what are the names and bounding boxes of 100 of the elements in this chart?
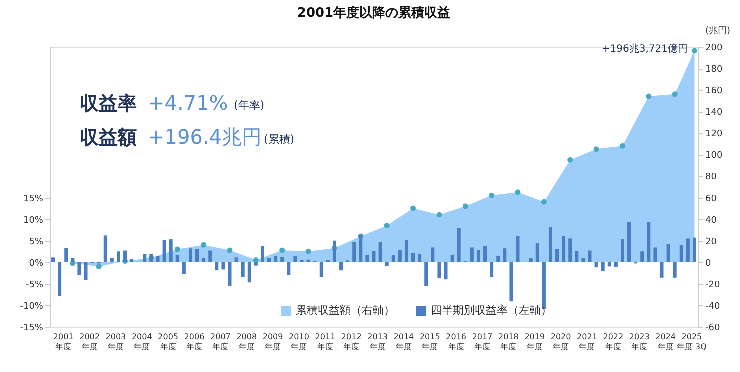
bar [476,250,480,262]
x-tick-label: 2011 年度 [315,332,336,352]
bar [116,252,120,262]
bar [628,222,632,262]
x-tick-label: 2019 年度 [524,332,546,352]
annotation: (累積) [264,133,295,146]
bar [660,262,664,278]
bar [529,258,533,262]
x-tick-label: 2013 年度 [368,332,388,352]
bar [556,249,560,262]
x-tick-label: 2015 年度 [420,332,440,352]
y2-tick-label: 20 [706,237,718,248]
annotation: 収益率 [80,93,137,115]
bar [188,248,192,262]
x-tick-label: 2025 年度 3Q [676,332,707,352]
bar [490,262,494,278]
x-tick-label: 2002 年度 [80,332,100,352]
bar [686,238,690,262]
bar [444,262,448,280]
y2-axis-title: (兆円) [705,26,730,36]
bar [510,262,514,302]
bar [562,236,566,262]
bar [692,238,696,262]
bar [222,262,226,270]
bar [378,242,382,262]
bar [156,256,160,262]
bar [84,262,88,280]
bar [241,262,245,278]
bar [254,262,258,266]
x-tick-label: 2009 年度 [262,332,284,352]
y-tick-label: 5% [29,237,44,248]
bar [71,258,75,262]
bar [182,262,186,274]
x-tick-label: 2018 年度 [498,332,519,352]
x-tick-label: 2024 年度 [656,332,676,352]
y2-tick-label: 180 [706,65,723,76]
bar [215,262,219,271]
x-tick-label: 2007 年度 [210,332,231,352]
bar [470,248,474,262]
x-tick-label: 2016 年度 [446,332,466,352]
y-tick-label: 10% [23,216,44,226]
bar [450,255,454,262]
y2-tick-label: 60 [706,194,718,204]
bar [340,262,344,271]
bar [64,248,68,262]
bar [666,244,670,262]
bar [104,236,108,262]
x-tick-label: 2001 年度 [53,332,74,352]
bar [196,249,200,262]
bar [548,227,552,262]
y2-tick-label: 100 [706,151,723,162]
bar [359,234,363,262]
bar [418,254,422,262]
y2-tick-label: 160 [706,86,723,97]
y-tick-label: 15% [23,194,44,204]
bar [647,222,651,262]
x-tick-label: 2023 年度 [629,332,650,352]
x-tick-label: 2008 年度 [236,332,258,352]
bar [484,246,488,262]
bar [287,262,291,276]
bar [169,240,173,262]
y-tick-label: -5% [26,280,44,290]
y2-tick-label: 200 [706,44,723,54]
y-tick-label: -15% [20,324,44,334]
x-tick-label: 2004 年度 [132,332,152,352]
bar [352,242,356,262]
bar [438,262,442,278]
x-tick-label: 2010 年度 [289,332,310,352]
bar [404,240,408,262]
legend-label: 累積収益額（右軸） [296,304,395,317]
annotation: +196.4兆円 [148,125,262,149]
bar [176,255,180,262]
bar [268,258,272,262]
bar [608,262,612,267]
bar [575,251,579,262]
bar [392,255,396,262]
bar [52,258,56,262]
bar [366,255,370,262]
x-tick-label: 2017 年度 [472,332,493,352]
bar [260,246,264,262]
bar [412,253,416,262]
y2-tick-label: 140 [706,108,723,118]
x-tick-label: 2005 年度 [158,332,178,352]
bar [680,245,684,262]
bar [496,256,500,262]
bar [208,250,212,262]
annotation: 収益額 [80,127,137,149]
bar [654,248,658,262]
y2-tick-label: 0 [706,258,712,269]
y2-tick-label: -60 [706,324,720,334]
chart-title: 2001年度以降の累積収益 [297,5,451,21]
bar [601,262,605,271]
x-tick-label: 2021 年度 [577,332,598,352]
y-tick-label: -10% [20,302,44,312]
x-tick-label: 2012 年度 [341,332,362,352]
bar [582,258,586,262]
y2-tick-label: 80 [706,172,718,183]
bar [424,262,428,287]
bar [385,262,389,266]
bar [398,250,402,262]
